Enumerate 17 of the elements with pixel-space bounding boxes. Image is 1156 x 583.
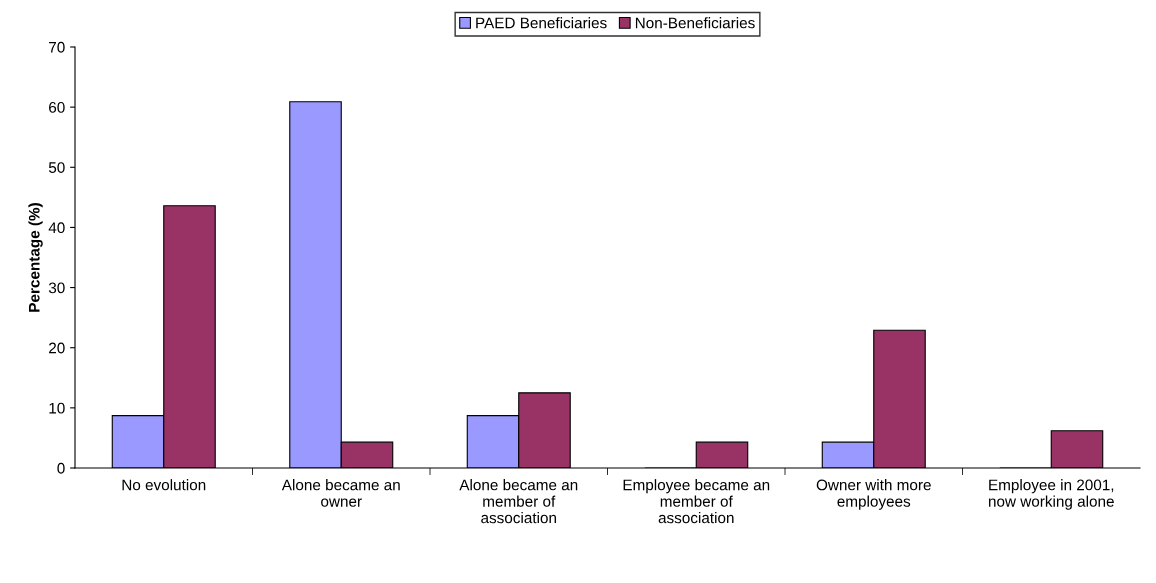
y-tick-label: 70 [49,41,65,53]
x-tick-label: Alone became an owner [281,479,400,507]
y-tick-label: 30 [48,282,65,294]
legend-label: PAED Beneficiaries [476,17,607,29]
x-tick-label: Alone became an member of association [459,479,578,524]
y-tick-label: 20 [49,342,65,354]
x-tick-label: Owner with more employees [816,479,931,510]
x-tick-label: Employee became an member of association [623,479,770,524]
x-tick-label: Employee in 2001, now working alone [989,479,1114,510]
y-axis-title: Percentage (%) [28,203,43,312]
legend-label: Non-Beneficiaries [635,17,755,29]
y-tick-label: 50 [48,162,65,173]
y-tick-label: 60 [49,102,65,113]
y-tick-label: 0 [57,462,65,474]
y-tick-label: 40 [48,222,65,234]
x-tick-label: No evolution [122,479,206,491]
y-tick-label: 10 [49,402,65,414]
